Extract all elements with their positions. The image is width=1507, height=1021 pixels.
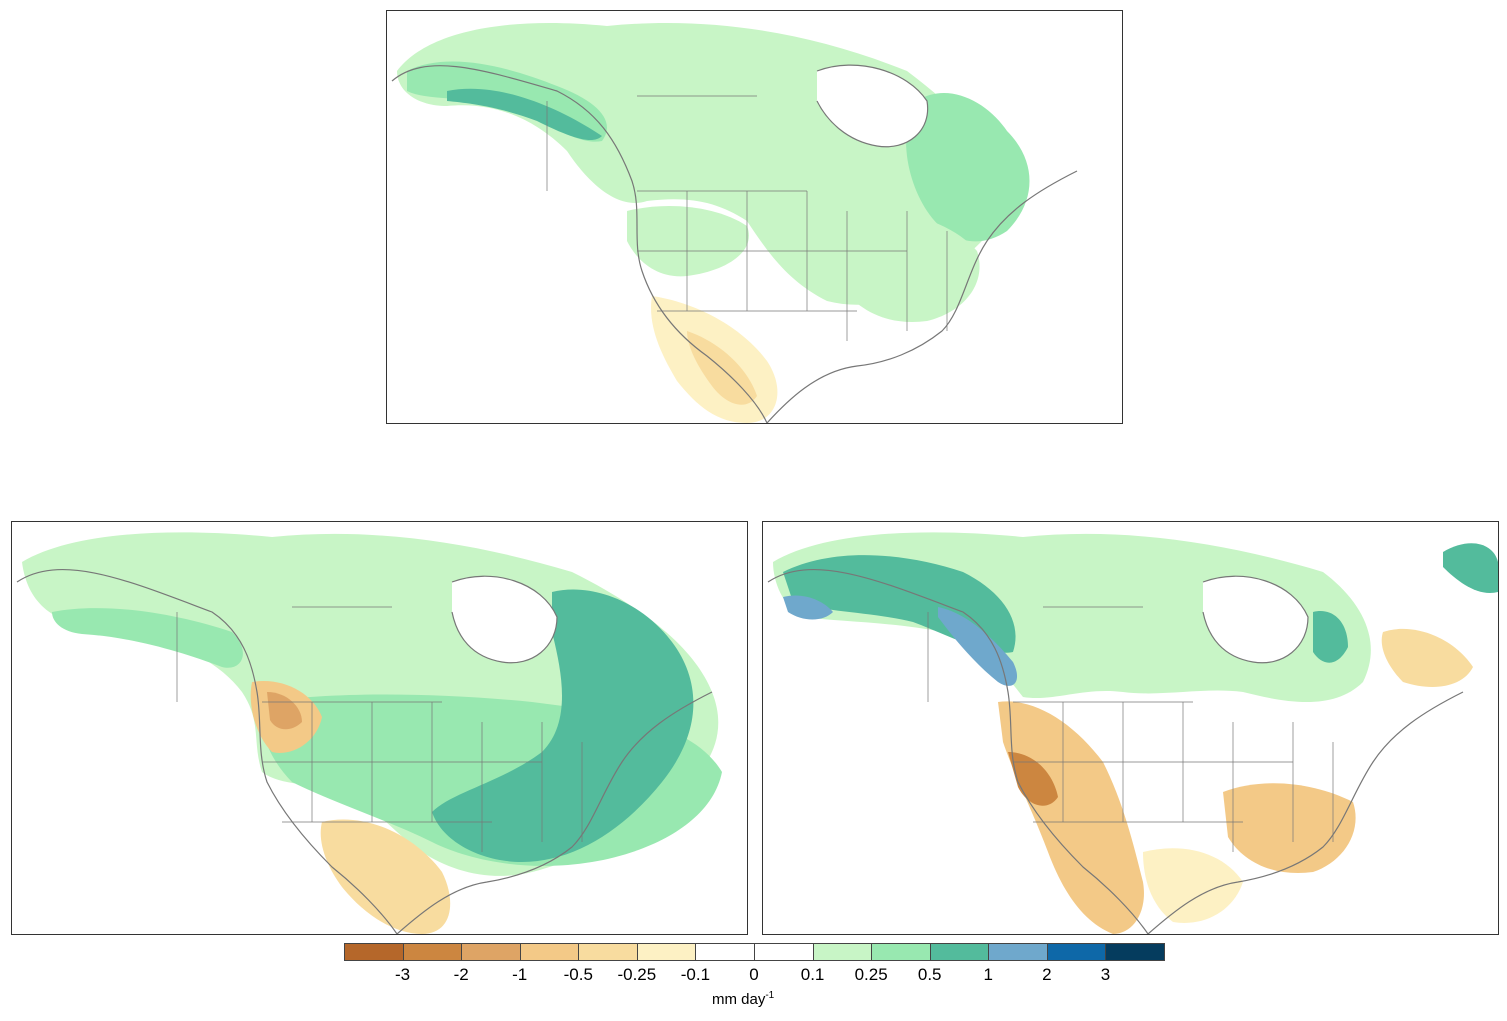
hudson-bay <box>817 65 928 147</box>
colorbar-cell <box>871 943 931 961</box>
borders <box>927 606 1334 852</box>
colorbar-tick-label: 3 <box>1100 965 1111 984</box>
colorbar-cell <box>754 943 814 961</box>
wet-region-west <box>627 206 749 277</box>
wet-region-coast-core <box>938 607 1018 686</box>
wet-region-east-us <box>822 207 980 322</box>
wet-region-alaska-core <box>447 88 602 141</box>
map-panel-bottom-left <box>11 521 748 935</box>
wet-region-east <box>906 92 1030 242</box>
units-base: mm day <box>712 991 766 1008</box>
units-label: mm day-1 <box>712 990 774 1008</box>
colorbar-cell <box>519 943 580 961</box>
colorbar-cell <box>929 943 990 961</box>
coastline <box>767 569 1464 934</box>
units-exponent: -1 <box>765 990 775 1001</box>
colorbar-tick-label: 2 <box>1042 965 1052 984</box>
hudson-bay <box>1203 576 1308 663</box>
dry-region-labrador <box>1381 628 1473 687</box>
borders <box>546 95 948 341</box>
dry-region-west <box>998 701 1144 934</box>
colorbar-cell <box>1046 943 1107 961</box>
map-panel-top <box>386 10 1123 424</box>
precip-anomaly-map-top <box>391 23 1078 423</box>
colorbar-tick-label: -0.1 <box>680 965 711 984</box>
wet-region-alaska-spot <box>783 595 833 620</box>
colorbar-cell <box>1105 943 1165 961</box>
coastline <box>16 569 713 934</box>
colorbar-tick-label: -0.5 <box>563 965 593 984</box>
wet-region-quebec <box>1313 611 1348 663</box>
dry-region-gulf <box>1143 848 1243 923</box>
colorbar-tick-label: -2 <box>453 965 469 984</box>
colorbar-tick-label: -1 <box>512 965 528 984</box>
colorbar-tick-label: 0.25 <box>854 965 888 984</box>
dry-region-northwest-core <box>267 692 302 730</box>
colorbar-tick-label: 0.5 <box>917 965 942 984</box>
colorbar <box>344 943 1165 961</box>
colorbar-cell <box>988 943 1048 961</box>
dry-region-west-core <box>1008 752 1058 806</box>
hudson-bay <box>452 576 557 663</box>
colorbar-tick-label: 0 <box>749 965 759 984</box>
colorbar-cell <box>461 943 521 961</box>
colorbar-cell <box>695 943 755 961</box>
precip-anomaly-map-bottom-left <box>16 532 722 934</box>
wet-region-east-core <box>432 589 694 862</box>
colorbar-cell <box>636 943 697 961</box>
colorbar-tick-label: -3 <box>395 965 411 984</box>
colorbar-cell <box>812 943 873 961</box>
colorbar-tick-label: 0.1 <box>800 965 825 984</box>
colorbar-cell <box>402 943 463 961</box>
wet-region-alaska-core <box>52 608 243 668</box>
map-panel-bottom-right <box>762 521 1499 935</box>
dry-region-mexico <box>320 819 451 934</box>
precip-anomaly-map-bottom-right <box>767 532 1498 934</box>
greenland-wet <box>1443 543 1498 593</box>
borders <box>176 606 583 852</box>
colorbar-cell <box>578 943 638 961</box>
coastline <box>391 64 1078 423</box>
colorbar-tick-label: 1 <box>983 965 994 984</box>
dry-region-southeast <box>1223 783 1356 873</box>
colorbar-tick-label: -0.25 <box>617 965 657 984</box>
colorbar-cell <box>344 943 404 961</box>
